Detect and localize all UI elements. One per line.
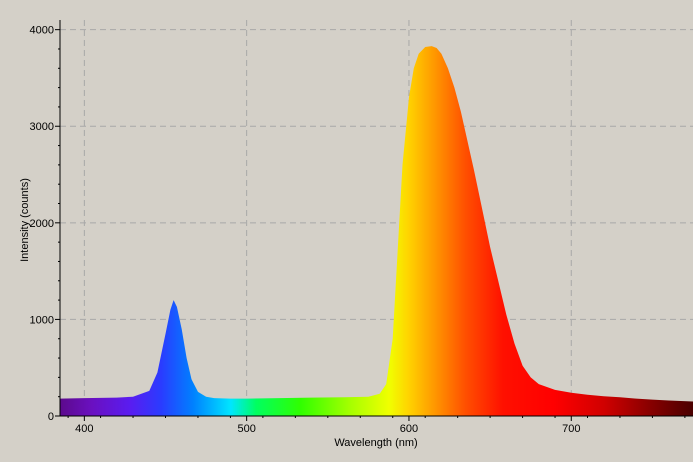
- spectrum-area: [60, 46, 693, 416]
- y-tick-label: 3000: [30, 121, 54, 133]
- x-tick-label: 600: [400, 423, 418, 435]
- x-axis-label: Wavelength (nm): [334, 437, 417, 449]
- tick-labels: 0 1000 2000 3000 4000 400 500 600 700: [30, 25, 581, 435]
- y-tick-label: 0: [48, 411, 54, 423]
- x-tick-label: 400: [75, 423, 93, 435]
- axes: [55, 20, 693, 421]
- x-tick-label: 700: [562, 423, 580, 435]
- y-tick-label: 2000: [30, 218, 54, 230]
- x-tick-label: 500: [237, 423, 255, 435]
- grid-lines: [60, 20, 693, 416]
- y-tick-label: 1000: [30, 314, 54, 326]
- y-tick-label: 4000: [30, 25, 54, 37]
- y-axis-label: Intensity (counts): [19, 178, 31, 262]
